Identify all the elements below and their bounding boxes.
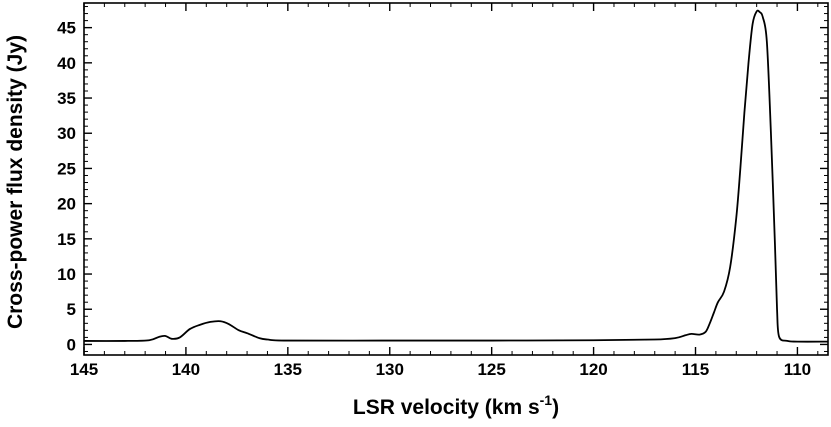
x-tick-label: 110 bbox=[784, 360, 811, 379]
x-axis-title-suffix: ) bbox=[552, 396, 559, 419]
x-tick-label: 130 bbox=[376, 360, 404, 379]
x-tick-label: 135 bbox=[274, 360, 302, 379]
y-tick-label: 35 bbox=[57, 89, 76, 108]
y-tick-label: 0 bbox=[67, 335, 76, 354]
x-tick-label: 140 bbox=[172, 360, 200, 379]
tick-labels: 145 140 135 130 125 120 115 110 0 5 10 15 20 25 30 35 40… bbox=[57, 19, 811, 379]
y-tick-label: 10 bbox=[57, 265, 76, 284]
y-axis-title: Cross-power flux density (Jy) bbox=[4, 35, 27, 329]
y-tick-label: 30 bbox=[57, 124, 76, 143]
spectrum-line bbox=[83, 9, 829, 343]
x-axis-title: LSR velocity (km s-1) bbox=[353, 392, 559, 419]
x-tick-label: 115 bbox=[682, 360, 709, 379]
plot-frame bbox=[83, 2, 829, 356]
y-tick-label: 5 bbox=[67, 300, 76, 319]
y-tick-label: 15 bbox=[57, 230, 76, 249]
axis-ticks bbox=[83, 3, 828, 355]
x-tick-label: 125 bbox=[477, 360, 505, 379]
y-tick-label: 25 bbox=[57, 159, 76, 178]
x-tick-label: 145 bbox=[70, 360, 98, 379]
x-tick-label: 120 bbox=[579, 360, 607, 379]
y-tick-label: 20 bbox=[57, 195, 76, 214]
x-axis-title-superscript: -1 bbox=[540, 392, 553, 408]
y-tick-label: 45 bbox=[57, 19, 76, 38]
y-tick-label: 40 bbox=[57, 54, 76, 73]
x-axis-title-main: LSR velocity (km s bbox=[353, 396, 540, 419]
